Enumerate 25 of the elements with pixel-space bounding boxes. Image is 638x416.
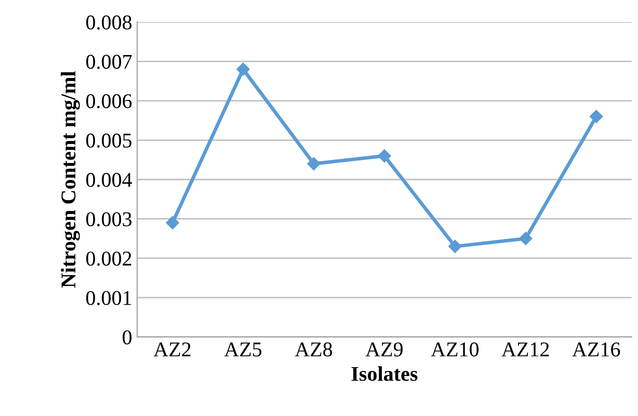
y-axis-title: Nitrogen Content mg/ml	[60, 71, 80, 288]
point	[378, 149, 391, 162]
x-tick-label: AZ16	[572, 342, 620, 356]
y-tick-label: 0.005	[86, 134, 132, 148]
x-tick-label: AZ12	[502, 342, 549, 356]
x-tick-label: AZ8	[294, 342, 332, 356]
y-tick-label: 0.006	[86, 94, 132, 108]
y-tick-label: 0.001	[86, 290, 132, 306]
x-tick-label: AZ9	[366, 342, 403, 356]
point	[236, 62, 250, 76]
y-tick-label: 0.008	[86, 15, 132, 30]
x-tick-label: AZ10	[430, 342, 479, 356]
x-axis-title: Isolates	[352, 366, 418, 381]
point	[166, 216, 180, 230]
x-tick-label: AZ5	[224, 342, 262, 356]
y-tick-label: 0.003	[86, 212, 132, 226]
y-tick-label: 0.004	[86, 172, 132, 188]
point	[307, 157, 320, 170]
y-tick-label: 0.007	[86, 54, 132, 69]
point	[448, 240, 462, 254]
point	[519, 232, 532, 246]
y-tick-label: 0.002	[86, 252, 132, 266]
y-tick-label: 0	[122, 330, 132, 344]
point	[590, 110, 603, 124]
x-tick-label: AZ2	[154, 342, 190, 356]
